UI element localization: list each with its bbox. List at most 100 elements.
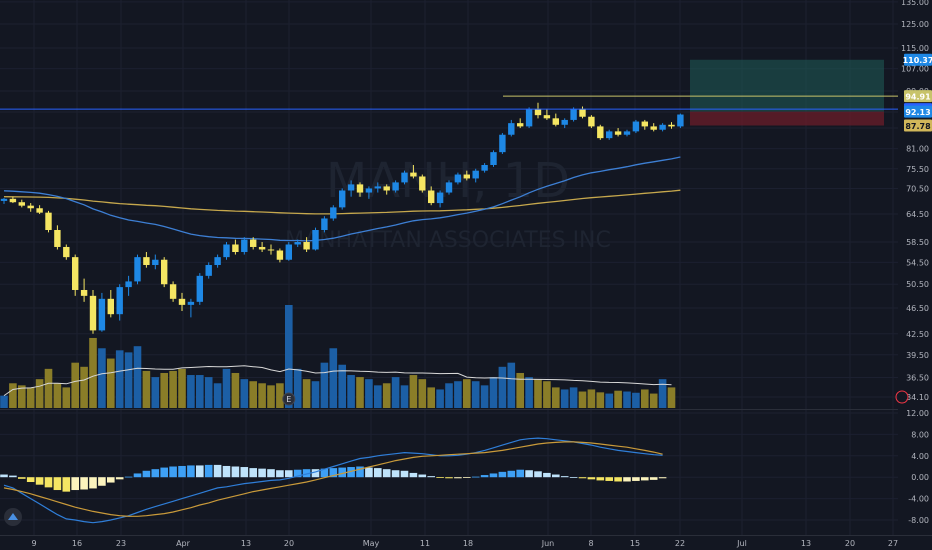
volume-bar: [107, 358, 115, 408]
candle: [294, 239, 301, 247]
volume-bar: [632, 392, 640, 408]
horizontal-lines[interactable]: [0, 95, 898, 110]
candle-body: [454, 174, 462, 183]
candle-body: [214, 257, 221, 266]
price-axis[interactable]: 135.00125.00115.00107.0099.0092.0087.008…: [899, 0, 932, 409]
candle-body: [294, 242, 301, 245]
candle: [525, 107, 533, 129]
macd-histogram-bar: [543, 472, 551, 478]
volume-bar: [534, 379, 542, 408]
candle-body: [392, 182, 399, 191]
time-axis[interactable]: 9 16 23 Apr 13 20 May 11 18 Jun 8 15 22 Jul 13 20 27: [0, 535, 932, 549]
macd-histogram-bar: [480, 475, 489, 478]
price-tick-label: 46.50: [906, 304, 929, 313]
macd-histogram-bar: [552, 474, 560, 478]
candle-body: [80, 289, 88, 296]
volume-bar: [463, 379, 471, 408]
candle: [419, 174, 426, 193]
volume-bar: [18, 385, 26, 408]
stop-zone[interactable]: [690, 111, 884, 126]
volume-bar: [89, 337, 97, 408]
time-tick-label: 22: [675, 539, 685, 548]
volume-bar: [151, 377, 160, 408]
target-zone[interactable]: [690, 59, 884, 112]
volume-bar: [400, 385, 409, 408]
macd-histogram-bar: [9, 475, 17, 478]
candle-body: [632, 121, 640, 132]
price-label: 110.37: [903, 56, 932, 65]
volume-bar: [543, 381, 551, 408]
candle-body: [143, 257, 150, 266]
position-tool[interactable]: [690, 59, 884, 126]
volume-bar: [578, 391, 587, 408]
time-tick-label: 18: [463, 539, 473, 548]
macd-histogram-bar: [329, 468, 338, 478]
candle-body: [187, 301, 195, 305]
macd-histogram-bar: [471, 476, 480, 478]
macd-histogram-bar: [507, 470, 516, 478]
candle: [410, 164, 417, 179]
candle: [276, 248, 284, 263]
candle-body: [543, 115, 551, 119]
watermark-company: MANHATTAN ASSOCIATES INC: [285, 228, 611, 253]
time-tick-label: 11: [420, 539, 430, 548]
volume-bar: [454, 381, 462, 408]
time-tick-label: Jun: [541, 539, 555, 548]
macd-histogram-bar: [391, 470, 400, 478]
candle-body: [472, 170, 479, 179]
candle-body: [659, 124, 666, 130]
candle-body: [205, 265, 212, 276]
time-tick-label: 23: [116, 539, 126, 548]
candle: [63, 244, 70, 260]
macd-histogram-bar: [35, 477, 44, 485]
macd-histogram-bar: [436, 477, 444, 478]
candle-body: [45, 212, 52, 231]
candle-body: [463, 174, 470, 179]
candle: [454, 172, 462, 185]
volume-bar: [436, 389, 444, 408]
candle-body: [641, 121, 648, 127]
candle-body: [374, 186, 381, 189]
volume-bar: [240, 379, 249, 408]
macd-histogram-bar: [418, 474, 427, 478]
candle: [18, 199, 25, 208]
macd-histogram-bar: [0, 474, 8, 478]
candle: [445, 180, 453, 195]
macd-histogram-bar: [249, 468, 257, 478]
volume-bar: [489, 377, 498, 408]
candle-body: [428, 190, 435, 204]
volume-bar: [338, 364, 346, 408]
candle: [178, 292, 186, 312]
candle: [250, 237, 257, 250]
candle-body: [27, 205, 34, 209]
candle: [579, 106, 586, 119]
price-tick-label: 34.10: [906, 393, 929, 402]
earnings-marker-circle: [282, 392, 296, 406]
candle-body: [134, 257, 141, 282]
candle-body: [276, 250, 284, 260]
candle: [668, 122, 675, 129]
volume-bar: [382, 383, 391, 408]
candle-body: [445, 182, 453, 193]
time-tick-label: Apr: [176, 539, 191, 548]
candle: [321, 216, 328, 233]
candle: [650, 123, 657, 132]
macd-axis[interactable]: 12.00 8.00 4.00 0.00 -4.00 -8.00: [906, 409, 929, 525]
macd-histogram-bar: [356, 466, 364, 478]
candle-body: [410, 172, 417, 177]
macd-histogram-bar: [107, 477, 115, 483]
candle: [347, 180, 355, 197]
macd-histogram-bar: [98, 477, 106, 486]
volume-bar: [71, 362, 79, 408]
volume-bar: [445, 383, 453, 408]
volume-bar: [80, 366, 88, 408]
candle: [196, 273, 203, 305]
candle-body: [508, 123, 515, 135]
macd-histogram-bar: [587, 477, 596, 480]
volume-bar: [204, 377, 213, 408]
volume-bar: [9, 383, 17, 408]
price-label-box: [904, 119, 932, 132]
candle-body: [250, 239, 257, 247]
macd-histogram-bar: [160, 467, 168, 478]
